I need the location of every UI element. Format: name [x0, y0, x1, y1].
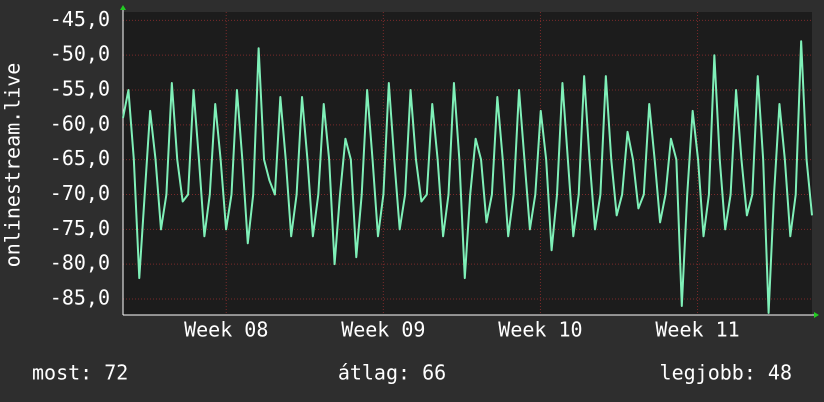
y-axis-label: onlinestream.live [1, 63, 25, 268]
footer-text: legjobb: 48 [660, 361, 792, 385]
axis-arrow [120, 5, 126, 10]
y-tick-label: -65,0 [50, 146, 110, 170]
y-tick-label: -50,0 [50, 42, 110, 66]
y-tick-label: -75,0 [50, 216, 110, 240]
y-tick-label: -60,0 [50, 111, 110, 135]
data-line [122, 40, 813, 314]
x-tick-label: Week 11 [655, 318, 739, 342]
footer-text: átlag: 66 [338, 361, 446, 385]
x-tick-label: Week 09 [341, 318, 425, 342]
x-tick-label: Week 10 [498, 318, 582, 342]
x-tick-label: Week 08 [184, 318, 268, 342]
axis-arrow [814, 312, 819, 318]
footer-text: most: 72 [32, 361, 128, 385]
y-tick-label: -55,0 [50, 77, 110, 101]
y-tick-label: -45,0 [50, 7, 110, 31]
y-tick-label: -70,0 [50, 181, 110, 205]
y-tick-label: -80,0 [50, 251, 110, 275]
y-tick-label: -85,0 [50, 285, 110, 309]
